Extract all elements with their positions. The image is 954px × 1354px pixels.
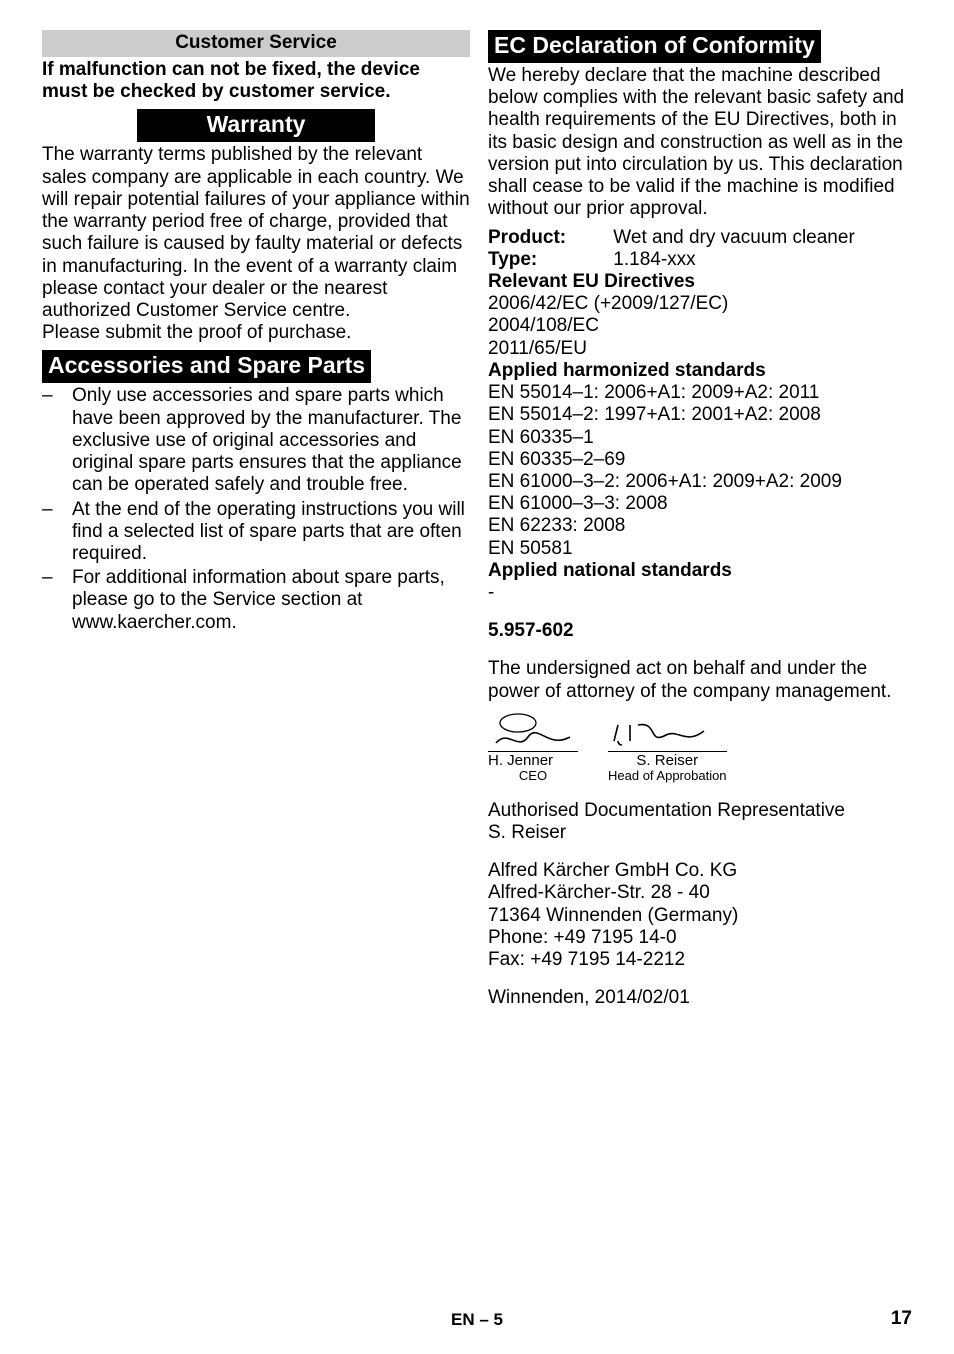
signature-block: S. Reiser Head of Approbation: [608, 711, 727, 784]
heading-accessories: Accessories and Spare Parts: [42, 350, 371, 383]
list-item: Only use accessories and spare parts whi…: [42, 385, 470, 496]
directive-line: 2011/65/EU: [488, 338, 916, 360]
left-column: Customer Service If malfunction can not …: [42, 30, 470, 1009]
standard-line: EN 60335–1: [488, 427, 916, 449]
customer-service-body: If malfunction can not be fixed, the dev…: [42, 59, 470, 103]
right-column: EC Declaration of Conformity We hereby d…: [488, 30, 916, 1009]
page-footer: EN – 5 17: [0, 1310, 954, 1330]
national-label: Applied national standards: [488, 560, 916, 582]
standard-line: EN 50581: [488, 538, 916, 560]
standard-line: EN 61000–3–2: 2006+A1: 2009+A2: 2009: [488, 471, 916, 493]
standard-line: EN 62233: 2008: [488, 515, 916, 537]
signature-block: H. Jenner CEO: [488, 711, 578, 784]
heading-warranty: Warranty: [137, 109, 376, 142]
date-line: Winnenden, 2014/02/01: [488, 987, 916, 1009]
page-number: 17: [891, 1308, 912, 1330]
signature-icon: [488, 711, 578, 751]
standard-line: EN 55014–1: 2006+A1: 2009+A2: 2011: [488, 382, 916, 404]
harmonized-label: Applied harmonized standards: [488, 360, 916, 382]
doc-number: 5.957-602: [488, 620, 916, 642]
standard-line: EN 61000–3–3: 2008: [488, 493, 916, 515]
address-line: Alfred Kärcher GmbH Co. KG: [488, 860, 916, 882]
accessories-list: Only use accessories and spare parts whi…: [42, 385, 470, 633]
address-line: 71364 Winnenden (Germany): [488, 905, 916, 927]
directive-line: 2006/42/EC (+2009/127/EC): [488, 293, 916, 315]
address-line: Phone: +49 7195 14-0: [488, 927, 916, 949]
signatory-name: S. Reiser: [608, 751, 727, 770]
warranty-body: The warranty terms published by the rele…: [42, 144, 470, 344]
signature-row: H. Jenner CEO S. Reiser Head of Approbat…: [488, 711, 916, 784]
heading-customer-service: Customer Service: [42, 30, 470, 57]
type-line: Type: 1.184-xxx: [488, 249, 916, 271]
ec-intro: We hereby declare that the machine descr…: [488, 65, 916, 221]
signature-icon: [608, 711, 718, 751]
signatory-name: H. Jenner: [488, 751, 578, 770]
address-line: Fax: +49 7195 14-2212: [488, 949, 916, 971]
standard-line: EN 55014–2: 1997+A1: 2001+A2: 2008: [488, 404, 916, 426]
relevant-directives-label: Relevant EU Directives: [488, 271, 916, 293]
address-line: Alfred-Kärcher-Str. 28 - 40: [488, 882, 916, 904]
product-label: Product:: [488, 227, 608, 249]
type-value: 1.184-xxx: [613, 249, 695, 271]
national-line: -: [488, 582, 916, 604]
type-label: Type:: [488, 249, 608, 271]
product-line: Product: Wet and dry vacuum cleaner: [488, 227, 916, 249]
standard-line: EN 60335–2–69: [488, 449, 916, 471]
footer-center: EN – 5: [451, 1310, 503, 1329]
list-item: For additional information about spare p…: [42, 567, 470, 634]
heading-ec-declaration: EC Declaration of Conformity: [488, 30, 821, 63]
auth-rep-name: S. Reiser: [488, 822, 916, 844]
signatory-title: Head of Approbation: [608, 769, 727, 783]
product-value: Wet and dry vacuum cleaner: [613, 227, 855, 249]
auth-rep-label: Authorised Documentation Representative: [488, 800, 916, 822]
directive-line: 2004/108/EC: [488, 315, 916, 337]
undersigned-text: The undersigned act on behalf and under …: [488, 658, 916, 702]
list-item: At the end of the operating instructions…: [42, 499, 470, 566]
signatory-title: CEO: [488, 769, 578, 783]
